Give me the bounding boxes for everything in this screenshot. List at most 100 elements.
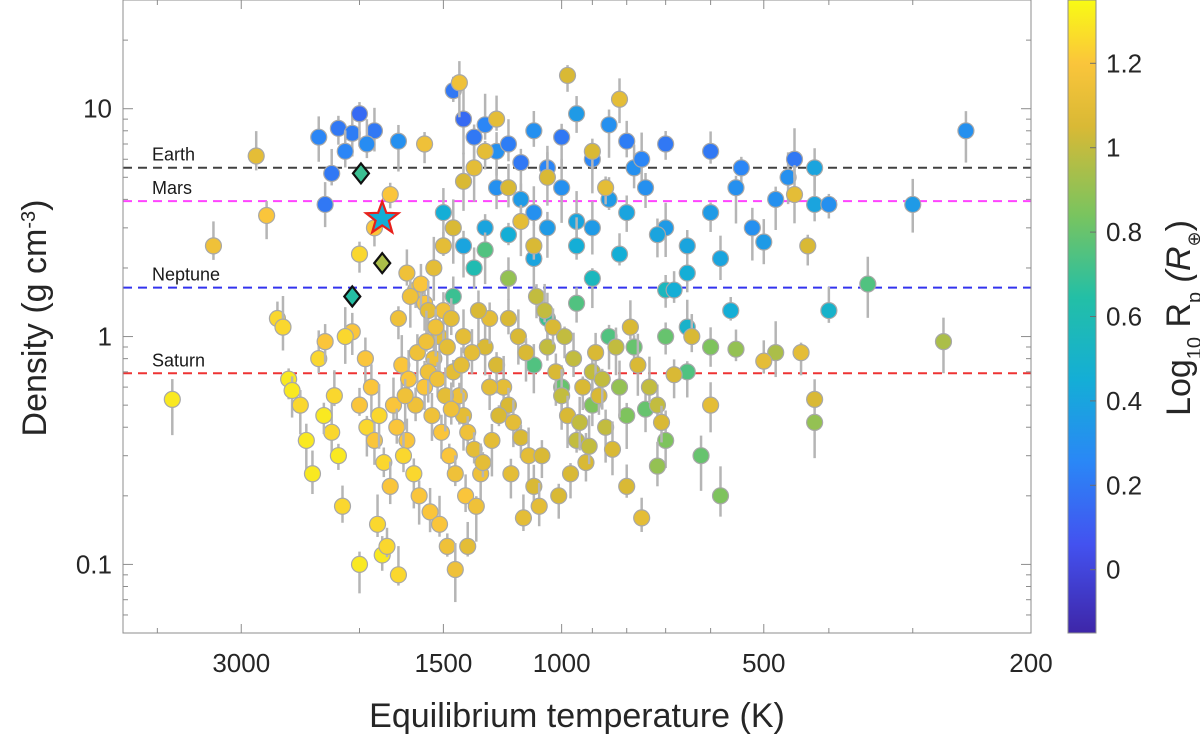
- highlighted-markers: [342, 161, 402, 309]
- planet-point: [474, 453, 492, 472]
- planet-point: [476, 241, 494, 259]
- x-tick-label: 1000: [533, 648, 591, 678]
- planet-point: [258, 206, 276, 225]
- planet-point: [381, 477, 399, 495]
- planet-point: [820, 301, 838, 320]
- planet-point: [618, 406, 636, 425]
- planet-point: [465, 259, 483, 277]
- planet-point: [544, 318, 562, 336]
- planet-point: [401, 287, 419, 306]
- planet-point: [722, 301, 740, 320]
- saturn-label: Saturn: [152, 350, 205, 370]
- planet-point: [469, 301, 488, 320]
- planet-point: [408, 344, 426, 362]
- planet-point: [291, 396, 309, 414]
- planet-point: [553, 128, 571, 146]
- planet-point: [538, 168, 557, 186]
- planet-point: [583, 142, 601, 160]
- planet-point: [629, 356, 647, 374]
- planet-point: [533, 447, 551, 465]
- planet-point: [517, 344, 535, 362]
- planet-point: [571, 413, 589, 432]
- planet-point: [438, 338, 456, 356]
- planet-point: [487, 356, 506, 374]
- planet-point: [618, 477, 636, 495]
- planet-point: [767, 344, 785, 362]
- planet-point: [315, 406, 333, 425]
- planet-point: [536, 301, 554, 320]
- planet-point: [459, 537, 477, 555]
- planet-point: [957, 122, 975, 140]
- planet-point: [459, 423, 477, 441]
- planet-point: [419, 301, 437, 320]
- planet-point: [636, 179, 655, 197]
- planet-point: [657, 327, 675, 346]
- y-tick-label: 10: [83, 94, 112, 124]
- planet-point: [362, 378, 380, 396]
- planet-point: [427, 318, 445, 336]
- planet-point: [590, 387, 608, 405]
- planet-point: [607, 338, 625, 356]
- planet-point: [343, 124, 361, 142]
- colorbar-tick-label: 1: [1106, 133, 1120, 163]
- planet-point: [678, 264, 696, 282]
- planet-point: [430, 515, 449, 533]
- planet-point: [779, 168, 797, 186]
- x-tick-label: 3000: [212, 648, 270, 678]
- planet-point: [648, 396, 667, 414]
- planet-point: [618, 203, 636, 222]
- planet-point: [525, 237, 543, 255]
- planet-point: [325, 387, 343, 405]
- planet-point: [702, 142, 720, 160]
- planet-point: [593, 370, 611, 388]
- planet-point: [499, 179, 518, 197]
- planet-point: [247, 147, 265, 165]
- planet-point: [163, 390, 181, 408]
- planet-point: [727, 179, 745, 197]
- planet-point: [785, 185, 804, 204]
- planet-point: [512, 212, 530, 231]
- planet-point: [633, 509, 651, 527]
- planet-point: [621, 318, 639, 336]
- planet-point: [283, 381, 301, 400]
- planet-point: [499, 269, 518, 287]
- planet-point: [375, 453, 393, 472]
- planet-point: [527, 287, 546, 306]
- planet-point: [640, 378, 659, 396]
- planet-point: [454, 172, 473, 190]
- earth-label: Earth: [152, 145, 195, 165]
- planet-point: [499, 135, 518, 153]
- planet-point: [530, 497, 548, 515]
- planet-point: [465, 440, 483, 458]
- x-axis: 3000 1500 1000 500 200: [156, 0, 1053, 678]
- colorbar-tick-label: 0: [1106, 555, 1120, 585]
- planet-point: [417, 333, 435, 351]
- x-tick-label: 1500: [414, 648, 472, 678]
- planet-point: [396, 387, 414, 405]
- planet-point: [504, 413, 522, 432]
- diamond-marker: [372, 251, 392, 275]
- planet-point: [499, 226, 518, 244]
- planet-point: [444, 219, 462, 237]
- planet-point: [859, 275, 877, 293]
- mars-label: Mars: [152, 178, 192, 198]
- planet-point: [487, 110, 506, 128]
- planet-point: [310, 350, 328, 368]
- planet-point: [381, 185, 399, 204]
- planet-point: [567, 237, 586, 255]
- diamond-marker: [351, 161, 371, 186]
- planet-point: [336, 142, 354, 160]
- planet-point: [454, 110, 473, 128]
- colorbar-tick-label: 1.2: [1106, 48, 1142, 78]
- y-tick-label: 0.1: [76, 549, 112, 579]
- planet-point: [580, 437, 598, 455]
- planet-point: [692, 447, 710, 465]
- planet-point: [452, 356, 471, 374]
- data-points: [163, 61, 975, 603]
- planet-point: [481, 378, 499, 396]
- planet-point: [561, 465, 580, 483]
- planet-point: [204, 237, 223, 255]
- planet-point: [806, 159, 824, 177]
